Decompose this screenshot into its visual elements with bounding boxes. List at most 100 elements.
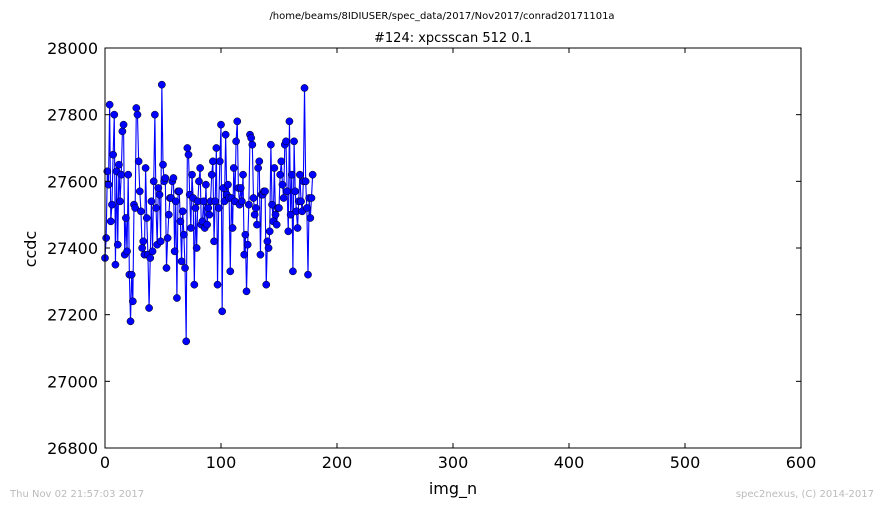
data-point [111, 260, 120, 269]
data-point [151, 110, 159, 119]
plot-frame [104, 47, 802, 449]
data-point [304, 270, 312, 279]
plot-area: 0 100 200 300 400 500 600 26800 27000 27200 27400 2… [47, 39, 816, 472]
data-point [196, 164, 204, 172]
data-point [290, 137, 298, 146]
data-point [285, 117, 294, 126]
data-point [119, 120, 128, 129]
data-point [146, 254, 155, 262]
data-point [233, 117, 242, 126]
data-point [291, 187, 300, 196]
data-point [250, 210, 259, 219]
data-point [224, 180, 232, 189]
data-point [137, 207, 145, 216]
data-point [141, 164, 150, 172]
data-point [192, 244, 201, 252]
data-point [212, 144, 221, 152]
data-point [145, 304, 153, 312]
data-point [131, 204, 140, 212]
data-point [251, 204, 260, 212]
data-point [128, 297, 137, 306]
x-tick-label: 300 [438, 453, 469, 472]
data-point [163, 234, 172, 242]
data-point [106, 217, 115, 226]
data-point [242, 287, 251, 296]
data-point [278, 180, 287, 189]
data-point [238, 197, 246, 206]
data-point [275, 204, 283, 212]
data-point [228, 224, 237, 232]
data-point [232, 137, 240, 146]
data-point [186, 224, 195, 232]
data-point [184, 150, 193, 159]
data-point [207, 170, 216, 179]
data-point [148, 247, 157, 256]
data-point [127, 270, 136, 279]
data-point [287, 170, 296, 179]
data-point [262, 280, 271, 289]
data-point [169, 174, 178, 182]
data-point [102, 234, 111, 242]
data-point [191, 204, 200, 212]
data-point [286, 210, 295, 219]
y-tick-label: 28000 [47, 39, 98, 58]
y-axis-label: ccdc [21, 231, 40, 268]
data-point [243, 240, 252, 249]
data-point [164, 210, 173, 219]
data-point [253, 220, 261, 229]
data-point [296, 170, 304, 179]
data-point [203, 220, 211, 229]
data-point [213, 280, 222, 289]
data-point [139, 237, 148, 246]
y-tick-label: 27000 [47, 372, 98, 391]
data-point [210, 237, 218, 246]
data-point [205, 210, 214, 219]
data-point [115, 160, 123, 169]
data-point [307, 194, 316, 202]
data-point [282, 137, 290, 146]
data-point [217, 120, 225, 129]
data-point [214, 204, 223, 212]
data-point [300, 84, 309, 92]
data-point [248, 140, 257, 149]
data-point [154, 184, 163, 192]
data-point [195, 177, 203, 186]
data-point [284, 227, 293, 236]
data-point [264, 244, 273, 252]
data-point [297, 197, 305, 206]
x-tick-label: 100 [206, 453, 237, 472]
data-point [156, 237, 165, 246]
data-point [182, 337, 191, 346]
data-point [283, 187, 291, 196]
data-point [103, 167, 112, 176]
data-point [171, 197, 180, 206]
data-point [161, 174, 170, 182]
y-tick-label: 27800 [47, 106, 98, 125]
footer-timestamp: Thu Nov 02 21:57:03 2017 [9, 489, 144, 500]
data-point [218, 307, 227, 316]
data-point [270, 164, 279, 172]
data-point [138, 244, 146, 252]
data-point [109, 150, 117, 159]
data-point [256, 250, 265, 259]
data-point [105, 100, 114, 109]
y-tick-label: 26800 [47, 439, 98, 458]
data-point [152, 204, 160, 212]
data-point [261, 187, 269, 196]
x-tick-label: 500 [670, 453, 701, 472]
data-point [155, 190, 164, 199]
data-point [124, 170, 133, 179]
data-point [199, 197, 208, 206]
chart-title: #124: xpcsscan 512 0.1 [374, 31, 532, 46]
data-point [108, 200, 116, 209]
data-point [302, 204, 311, 212]
data-point [279, 194, 288, 202]
data-point [134, 157, 143, 166]
data-point [135, 187, 144, 196]
header-path: /home/beams/8IDIUSER/spec_data/2017/Nov2… [269, 11, 614, 22]
data-point [249, 194, 258, 202]
data-point [176, 217, 185, 226]
data-point [181, 264, 189, 272]
data-point [244, 200, 253, 209]
x-tick-label: 400 [554, 453, 585, 472]
